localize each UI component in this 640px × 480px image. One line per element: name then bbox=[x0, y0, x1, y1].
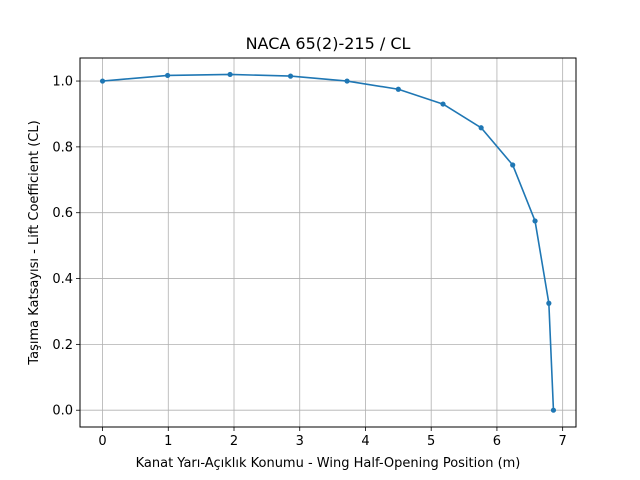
plot-frame bbox=[79, 57, 577, 428]
data-point bbox=[478, 125, 484, 131]
data-point bbox=[532, 218, 538, 224]
chart-title: NACA 65(2)-215 / CL bbox=[246, 34, 411, 53]
data-point bbox=[510, 162, 516, 168]
y-tick-label: 0.8 bbox=[52, 140, 73, 155]
data-point bbox=[227, 71, 233, 78]
y-tick-label: 0.0 bbox=[52, 404, 73, 419]
x-tick-label: 0 bbox=[98, 434, 106, 449]
data-point bbox=[546, 300, 552, 306]
data-point bbox=[550, 407, 557, 413]
data-point bbox=[165, 72, 171, 79]
series-line bbox=[102, 73, 555, 411]
y-tick-label: 0.6 bbox=[52, 206, 73, 221]
x-axis-label: Kanat Yarı-Açıklık Konumu - Wing Half-Op… bbox=[136, 456, 521, 471]
x-tick-label: 6 bbox=[493, 434, 501, 449]
y-tick-label: 1.0 bbox=[52, 75, 73, 90]
x-tick-label: 1 bbox=[164, 434, 172, 449]
series-layer bbox=[99, 71, 557, 413]
data-point bbox=[99, 78, 106, 84]
x-tick-label: 4 bbox=[361, 434, 369, 449]
data-point bbox=[440, 101, 446, 107]
data-point bbox=[287, 73, 294, 79]
x-tick-label: 5 bbox=[427, 434, 435, 449]
x-tick-label: 2 bbox=[230, 434, 238, 449]
grid bbox=[80, 58, 576, 427]
x-tick-label: 7 bbox=[559, 434, 567, 449]
x-tick-label: 3 bbox=[296, 434, 304, 449]
y-axis-label: Taşıma Katsayısı - Lift Coefficient (CL) bbox=[27, 120, 42, 365]
y-tick-label: 0.2 bbox=[52, 338, 73, 353]
data-point bbox=[344, 78, 350, 84]
y-tick-label: 0.4 bbox=[52, 272, 73, 287]
ticks: 0 1 2 3 4 5 6 7 0.0 0.2 0.4 0.6 0.8 1.0 bbox=[52, 75, 566, 449]
data-point bbox=[395, 86, 401, 92]
